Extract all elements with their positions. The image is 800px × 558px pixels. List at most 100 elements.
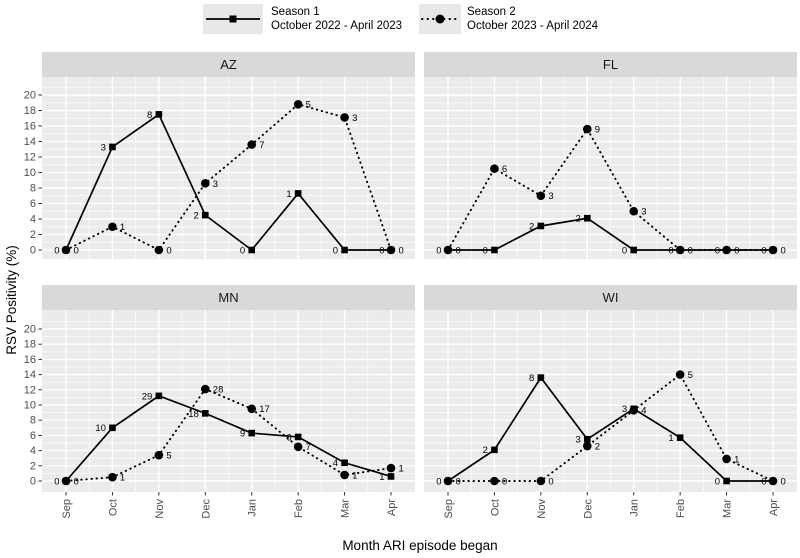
count-label-season1: 0 bbox=[483, 245, 488, 256]
x-axis-tick-label: Mar bbox=[722, 499, 734, 518]
y-axis-tick-label: 18 bbox=[24, 339, 36, 351]
data-point-season2 bbox=[490, 164, 499, 173]
data-point-season1 bbox=[155, 111, 163, 118]
season2-line bbox=[65, 387, 392, 482]
data-point-season2 bbox=[200, 384, 210, 394]
x-axis-tick-label: Apr bbox=[386, 499, 398, 516]
count-label-season2: 3 bbox=[213, 179, 218, 190]
data-point-season2 bbox=[675, 370, 685, 379]
data-point-season1 bbox=[537, 374, 545, 381]
data-point-season1 bbox=[155, 392, 163, 400]
facet-title: MN bbox=[218, 290, 238, 305]
count-label-season1: 0 bbox=[668, 245, 673, 256]
y-axis-tick-label: 16 bbox=[24, 354, 36, 366]
data-point-season1 bbox=[723, 246, 730, 254]
count-label-season1: 4 bbox=[333, 458, 338, 469]
season1-line bbox=[65, 394, 392, 482]
x-axis-title: Month ARI episode began bbox=[342, 538, 497, 553]
y-axis-tick-label: 0 bbox=[30, 245, 36, 257]
x-axis-tick-label: Oct bbox=[489, 499, 501, 516]
data-point-season1 bbox=[769, 246, 777, 254]
data-point-season2 bbox=[247, 140, 257, 149]
x-axis-tick-label: Nov bbox=[154, 499, 166, 519]
data-point-season1 bbox=[62, 246, 70, 254]
data-point-season2 bbox=[629, 206, 639, 216]
count-label-season2: 2 bbox=[595, 441, 600, 452]
x-axis-tick-label: Feb bbox=[675, 499, 687, 518]
x-axis-tick-label: Mar bbox=[340, 499, 352, 518]
count-label-season1: 9 bbox=[240, 429, 245, 440]
gridlines bbox=[424, 310, 797, 492]
count-label-season2: 1 bbox=[399, 463, 404, 474]
data-point-season1 bbox=[537, 222, 545, 230]
data-point-season2 bbox=[386, 463, 396, 473]
facet-strip bbox=[42, 52, 415, 77]
data-point-season2 bbox=[582, 124, 592, 134]
y-axis-tick-label: 4 bbox=[30, 445, 36, 457]
season1-line bbox=[448, 217, 773, 251]
y-axis-tick-label: 20 bbox=[24, 90, 36, 102]
count-label-season1: 8 bbox=[147, 110, 152, 121]
season1-line bbox=[447, 376, 773, 482]
count-label-season2: 17 bbox=[259, 404, 270, 415]
x-axis-tick-label: Nov bbox=[536, 499, 548, 519]
season1-line bbox=[65, 113, 391, 252]
count-label-season1: 0 bbox=[54, 476, 59, 487]
data-point-season1 bbox=[294, 190, 302, 197]
count-label-season1: 2 bbox=[575, 214, 580, 225]
gridlines bbox=[42, 310, 415, 492]
count-label-season2: 1 bbox=[120, 222, 125, 233]
season2-line bbox=[447, 127, 774, 251]
data-point-season2 bbox=[247, 404, 257, 414]
count-label-season2: 0 bbox=[688, 245, 693, 256]
count-label-season2: 7 bbox=[259, 140, 264, 151]
count-label-season1: 0 bbox=[622, 245, 627, 256]
x-axis-tick-label: Dec bbox=[582, 499, 594, 519]
count-label-season2: 5 bbox=[688, 370, 693, 381]
facet-title: WI bbox=[603, 290, 619, 305]
data-point-season1 bbox=[583, 435, 591, 443]
y-axis-tick-label: 16 bbox=[24, 121, 36, 133]
count-label-season1: 1 bbox=[286, 189, 291, 200]
count-label-season1: 3 bbox=[101, 142, 106, 153]
y-axis-tick-label: 6 bbox=[30, 198, 36, 210]
data-point-season1 bbox=[248, 246, 256, 254]
data-point-season1 bbox=[769, 477, 777, 485]
data-point-season1 bbox=[294, 433, 302, 441]
count-label-season2: 3 bbox=[641, 207, 646, 218]
data-point-season1 bbox=[676, 246, 684, 254]
x-axis-tick-label: Apr bbox=[768, 499, 780, 516]
facet-wi: WI Sep Oct Nov Dec Jan Feb Mar Apr 0 2 8 3 3 1 0 0 0 0 0 2 4 5… bbox=[424, 285, 797, 519]
y-axis-tick-label: 10 bbox=[24, 400, 36, 412]
count-label-season1: 18 bbox=[188, 409, 199, 420]
data-point-season1 bbox=[341, 246, 348, 254]
data-point-season1 bbox=[248, 429, 256, 437]
count-label-season2: 1 bbox=[120, 473, 125, 484]
y-axis-tick-label: 2 bbox=[30, 229, 36, 241]
facet-title: FL bbox=[603, 57, 618, 72]
count-label-season1: 0 bbox=[715, 245, 720, 256]
gridlines bbox=[42, 77, 415, 259]
data-point-season1 bbox=[109, 143, 116, 151]
count-label-season2: 4 bbox=[641, 406, 646, 417]
data-point-season1 bbox=[491, 446, 498, 454]
count-label-season2: 5 bbox=[166, 451, 171, 462]
count-label-season2: 0 bbox=[74, 245, 79, 256]
y-axis-tick-label: 6 bbox=[30, 430, 36, 442]
data-point-season1 bbox=[444, 246, 452, 254]
y-axis-tick-label: 12 bbox=[24, 152, 36, 164]
count-label-season2: 0 bbox=[456, 476, 461, 487]
data-point-season1 bbox=[583, 214, 591, 222]
data-point-season1 bbox=[387, 473, 395, 480]
x-axis-tick-label: Jan bbox=[247, 499, 259, 517]
count-label-season2: 0 bbox=[399, 245, 404, 256]
data-point-season2 bbox=[154, 245, 164, 255]
data-point-season1 bbox=[630, 405, 638, 413]
data-point-season2 bbox=[722, 454, 731, 464]
legend-item-season1: Season 1 October 2022 - April 2023 bbox=[203, 4, 402, 34]
y-axis-tick-label: 14 bbox=[24, 136, 36, 148]
y-axis-tick-label: 12 bbox=[24, 384, 36, 396]
count-label-season1: 3 bbox=[622, 404, 627, 415]
